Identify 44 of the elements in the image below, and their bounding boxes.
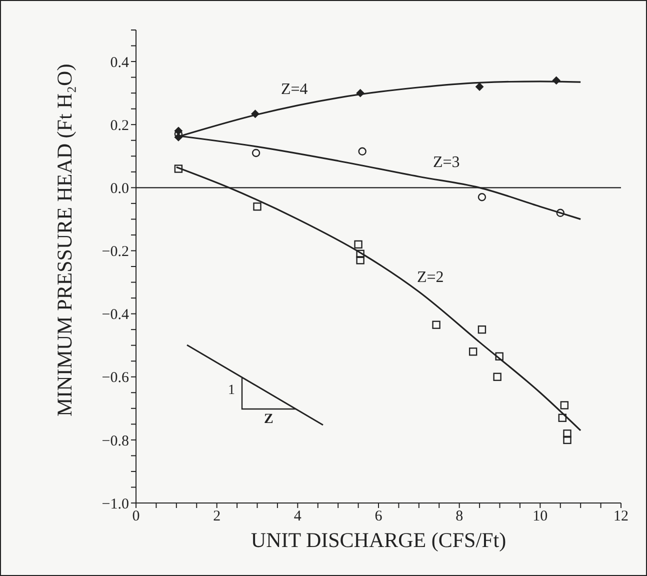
x-axis-title: UNIT DISCHARGE (CFS/Ft)	[250, 528, 506, 552]
y-tick-label: −0.4	[102, 307, 130, 324]
point	[478, 193, 486, 202]
point	[560, 401, 569, 410]
y-tick-label: 0.0	[110, 180, 129, 197]
point	[432, 320, 440, 329]
point	[356, 256, 364, 264]
point	[495, 352, 504, 360]
y-tick-label: −1.0	[102, 496, 129, 512]
y-tick-label: 0.2	[110, 118, 129, 134]
point	[356, 89, 364, 98]
point	[253, 202, 262, 211]
x-tick-label: 2	[213, 508, 221, 525]
x-tick-label: 8	[456, 508, 464, 525]
point	[563, 436, 572, 444]
point	[358, 147, 366, 156]
point	[552, 76, 560, 84]
annotation: 1	[228, 383, 235, 399]
point	[174, 164, 183, 173]
annotation: Z=4	[281, 81, 308, 99]
y-tick-label: −0.2	[102, 244, 129, 260]
annotation: Z=2	[417, 269, 444, 287]
y-tick-label: −0.8	[102, 433, 129, 450]
y-tick-label: −0.6	[102, 370, 130, 386]
point	[556, 208, 564, 217]
point	[252, 148, 260, 158]
point	[354, 240, 362, 249]
x-tick-label: 4	[294, 508, 302, 525]
y-axis-title: MINIMUM PRESSURE HEAD (Ft H₂O)	[52, 64, 76, 416]
point	[468, 348, 478, 356]
point	[476, 82, 484, 91]
point	[478, 325, 486, 334]
annotation: Z=3	[433, 154, 460, 172]
y-tick-label: 0.4	[110, 54, 130, 71]
point	[563, 430, 572, 438]
x-tick-label: 0	[132, 508, 140, 525]
point	[251, 110, 260, 118]
point	[356, 250, 364, 258]
point	[493, 372, 502, 381]
annotation: Z	[264, 412, 274, 428]
x-tick-label: 6	[374, 508, 383, 525]
x-tick-label: 12	[614, 508, 628, 525]
x-tick-label: 10	[532, 508, 548, 525]
point	[558, 414, 566, 422]
